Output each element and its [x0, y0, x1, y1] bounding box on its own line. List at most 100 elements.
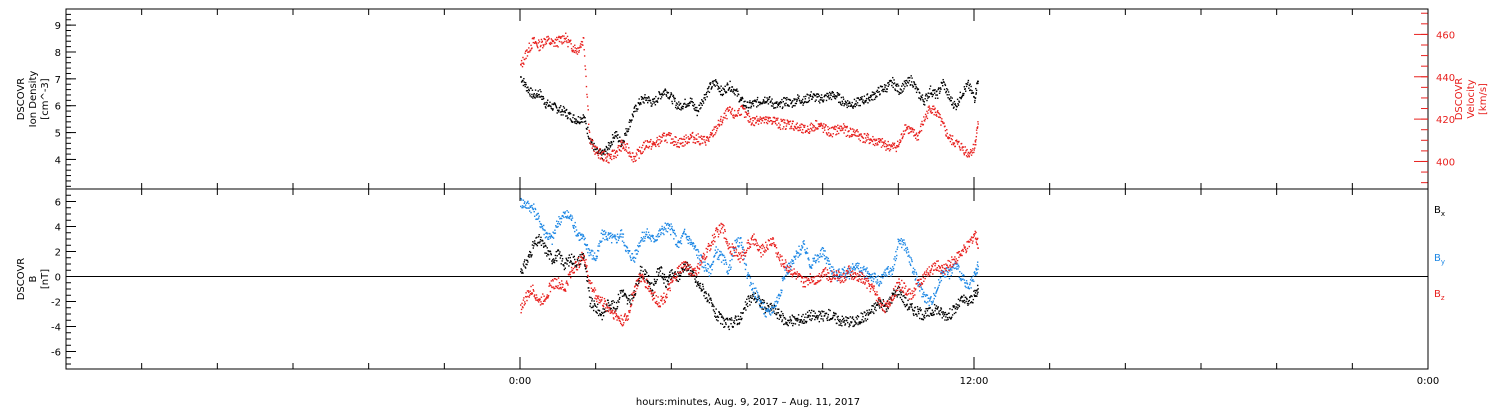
velocity-point: [574, 44, 576, 46]
field-point-bz: [862, 282, 864, 284]
field-point-by: [531, 204, 533, 207]
field-point-by: [520, 199, 523, 201]
field-point-bz: [787, 271, 789, 273]
velocity-point: [619, 149, 621, 152]
field-point-bx: [853, 324, 856, 326]
density-point: [794, 105, 796, 107]
field-point-by: [851, 263, 854, 265]
field-point-by: [870, 279, 873, 282]
field-point-bx: [679, 274, 682, 277]
field-point-bx: [727, 319, 729, 321]
field-point-by: [854, 269, 856, 271]
density-tick-label: 7: [55, 75, 61, 86]
velocity-point: [719, 124, 721, 126]
field-point-by: [758, 296, 760, 298]
density-point: [833, 93, 835, 96]
velocity-point: [933, 105, 935, 107]
field-point-bx: [879, 299, 882, 301]
field-point-bx: [593, 300, 595, 302]
density-point: [934, 97, 937, 99]
velocity-point: [618, 148, 621, 151]
field-point-bz: [686, 262, 688, 264]
velocity-point: [523, 63, 525, 65]
density-point: [584, 117, 586, 119]
field-point-bx: [546, 255, 548, 257]
density-point: [837, 101, 840, 104]
density-point: [566, 115, 568, 117]
density-point: [666, 92, 669, 94]
field-point-bz: [642, 278, 644, 280]
field-point-bz: [607, 307, 609, 309]
field-point-bx: [635, 282, 637, 285]
field-point-by: [575, 234, 577, 237]
velocity-point: [810, 128, 813, 130]
field-point-by: [524, 201, 526, 203]
velocity-point: [891, 144, 893, 146]
density-point: [721, 94, 724, 97]
field-point-bx: [816, 314, 818, 317]
field-point-bx: [713, 305, 715, 308]
field-point-by: [609, 232, 611, 235]
field-point-by: [889, 267, 892, 270]
field-point-by: [542, 229, 544, 231]
field-point-bz: [622, 319, 624, 321]
velocity-point: [652, 141, 654, 143]
field-point-bz: [770, 244, 773, 247]
field-point-bx: [937, 306, 939, 308]
field-point-bz: [727, 244, 729, 247]
velocity-point: [849, 127, 852, 129]
field-point-bz: [592, 288, 594, 291]
field-point-bx: [773, 304, 775, 307]
field-point-bz: [638, 281, 641, 283]
field-tick-label: 2: [55, 248, 61, 259]
field-point-bx: [840, 320, 843, 322]
field-point-by: [573, 224, 575, 227]
field-point-by: [763, 313, 766, 315]
density-point: [682, 105, 684, 108]
field-point-by: [646, 228, 648, 230]
field-point-bx: [884, 305, 886, 307]
field-point-bx: [553, 260, 555, 262]
field-point-bz: [630, 305, 632, 307]
field-point-bz: [720, 228, 723, 230]
field-point-by: [718, 258, 720, 261]
field-point-bz: [601, 299, 603, 301]
field-point-by: [876, 279, 879, 281]
velocity-point: [754, 117, 757, 119]
field-point-bx: [826, 317, 828, 320]
field-point-by: [963, 279, 966, 281]
field-point-by: [922, 293, 924, 295]
field-point-bx: [748, 300, 751, 302]
field-point-by: [860, 267, 862, 269]
density-point: [710, 88, 712, 90]
field-point-bz: [620, 314, 622, 317]
field-point-bx: [647, 274, 650, 277]
field-point-bz: [776, 253, 779, 256]
velocity-point: [853, 134, 856, 136]
field-point-bx: [811, 318, 813, 320]
field-point-by: [813, 257, 816, 259]
velocity-point: [738, 107, 740, 110]
field-point-bx: [631, 298, 633, 300]
field-point-by: [788, 271, 790, 274]
field-point-bx: [665, 285, 667, 288]
field-point-by: [951, 269, 953, 271]
field-point-bz: [719, 230, 721, 232]
density-point: [551, 109, 554, 111]
density-point: [581, 117, 584, 120]
field-point-by: [526, 207, 528, 209]
density-point: [925, 93, 928, 96]
velocity-point: [839, 125, 841, 127]
density-point: [795, 98, 797, 100]
field-point-by: [710, 263, 713, 266]
field-point-bx: [756, 299, 759, 301]
field-point-bz: [722, 223, 724, 226]
field-point-bx: [639, 272, 641, 274]
field-point-bx: [779, 316, 782, 319]
velocity-point: [743, 116, 746, 118]
field-point-bx: [770, 302, 772, 305]
density-point: [664, 88, 666, 90]
velocity-point: [802, 124, 805, 127]
velocity-point: [812, 126, 814, 129]
